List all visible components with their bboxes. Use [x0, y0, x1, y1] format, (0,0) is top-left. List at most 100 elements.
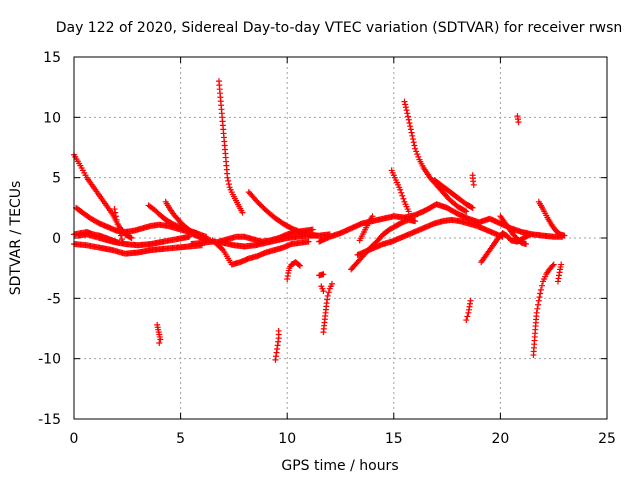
- data-point-marker: [219, 245, 226, 252]
- data-point-marker: [127, 234, 134, 241]
- data-point-marker: [112, 209, 119, 216]
- data-series: [154, 321, 164, 346]
- data-point-marker: [409, 132, 416, 139]
- data-series: [388, 167, 412, 215]
- data-series: [318, 283, 327, 295]
- x-tick-label: 15: [385, 431, 403, 447]
- data-series: [535, 198, 568, 239]
- data-series: [284, 259, 303, 283]
- data-point-marker: [305, 238, 312, 245]
- data-point-marker: [405, 208, 412, 215]
- data-point-marker: [156, 339, 163, 346]
- data-point-marker: [296, 262, 303, 269]
- data-point-marker: [415, 153, 422, 160]
- data-point-marker: [115, 225, 122, 232]
- data-point-marker: [413, 148, 420, 155]
- data-point-marker: [409, 136, 416, 143]
- x-tick-label: 10: [278, 431, 296, 447]
- data-point-marker: [239, 209, 246, 216]
- data-point-marker: [111, 206, 118, 213]
- data-point-marker: [402, 101, 409, 108]
- data-point-marker: [410, 139, 417, 146]
- data-point-marker: [320, 288, 327, 295]
- data-point-marker: [405, 116, 412, 123]
- data-point-marker: [399, 192, 406, 199]
- y-tick-label: -15: [38, 412, 61, 428]
- data-point-marker: [186, 233, 193, 240]
- data-point-marker: [324, 292, 331, 299]
- data-point-marker: [470, 178, 477, 185]
- data-series: [320, 280, 335, 336]
- data-point-marker: [117, 232, 124, 239]
- data-point-marker: [404, 110, 411, 117]
- data-point-marker: [414, 151, 421, 158]
- y-tick-label: 5: [52, 171, 61, 187]
- data-point-marker: [515, 119, 522, 126]
- data-point-marker: [407, 123, 414, 130]
- data-series: [478, 230, 534, 266]
- data-point-marker: [549, 262, 556, 269]
- data-point-marker: [558, 261, 565, 268]
- data-series: [316, 201, 566, 245]
- data-point-marker: [535, 297, 542, 304]
- data-point-marker: [467, 297, 474, 304]
- data-point-marker: [116, 228, 123, 235]
- y-tick-label: -10: [38, 352, 61, 368]
- data-point-marker: [535, 301, 542, 308]
- data-point-marker: [128, 235, 135, 241]
- data-point-marker: [328, 280, 335, 287]
- data-point-marker: [470, 181, 477, 188]
- data-point-marker: [295, 261, 302, 268]
- data-point-marker: [411, 142, 418, 149]
- data-point-marker: [412, 145, 419, 152]
- data-series: [514, 113, 522, 126]
- data-point-marker: [309, 226, 316, 233]
- data-series: [162, 198, 208, 241]
- data-point-marker: [401, 98, 408, 105]
- data-point-marker: [225, 177, 232, 184]
- data-point-marker: [114, 221, 121, 228]
- plot-frame: [73, 56, 608, 420]
- y-tick-label: -5: [47, 291, 61, 307]
- data-point-marker: [538, 282, 545, 289]
- data-point-marker: [325, 289, 332, 296]
- data-series: [272, 327, 282, 363]
- x-tick-label: 0: [70, 431, 79, 447]
- data-point-marker: [369, 213, 376, 220]
- data-point-marker: [407, 126, 414, 133]
- x-axis-label: GPS time / hours: [281, 458, 398, 474]
- data-series: [215, 78, 246, 216]
- y-tick-label: 0: [52, 231, 61, 247]
- x-tick-label: 5: [176, 431, 185, 447]
- data-point-marker: [224, 174, 231, 181]
- data-point-marker: [462, 207, 469, 214]
- data-series: [554, 261, 565, 285]
- y-axis-label: SDTVAR / TECUs: [8, 181, 24, 296]
- data-point-marker: [533, 309, 540, 316]
- data-series: [469, 172, 477, 188]
- data-point-marker: [537, 290, 544, 297]
- data-point-marker: [157, 336, 164, 343]
- data-point-marker: [118, 236, 125, 243]
- x-tick-label: 25: [598, 431, 616, 447]
- data-series: [245, 189, 321, 239]
- data-point-marker: [320, 271, 327, 278]
- data-point-marker: [522, 241, 529, 248]
- data-point-marker: [561, 232, 568, 239]
- data-point-marker: [550, 261, 557, 268]
- chart-title: Day 122 of 2020, Sidereal Day-to-day VTE…: [56, 20, 623, 36]
- data-point-marker: [525, 232, 532, 239]
- x-tick-label: 20: [491, 431, 509, 447]
- data-point-marker: [405, 113, 412, 120]
- data-series: [431, 177, 476, 211]
- data-point-marker: [408, 129, 415, 136]
- data-series: [530, 261, 557, 359]
- data-point-marker: [225, 181, 232, 188]
- data-series: [111, 206, 127, 246]
- y-tick-label: 10: [43, 110, 61, 126]
- data-series: [75, 231, 193, 249]
- data-point-marker: [398, 189, 405, 196]
- data-point-marker: [397, 186, 404, 193]
- grid-lines: [74, 57, 607, 419]
